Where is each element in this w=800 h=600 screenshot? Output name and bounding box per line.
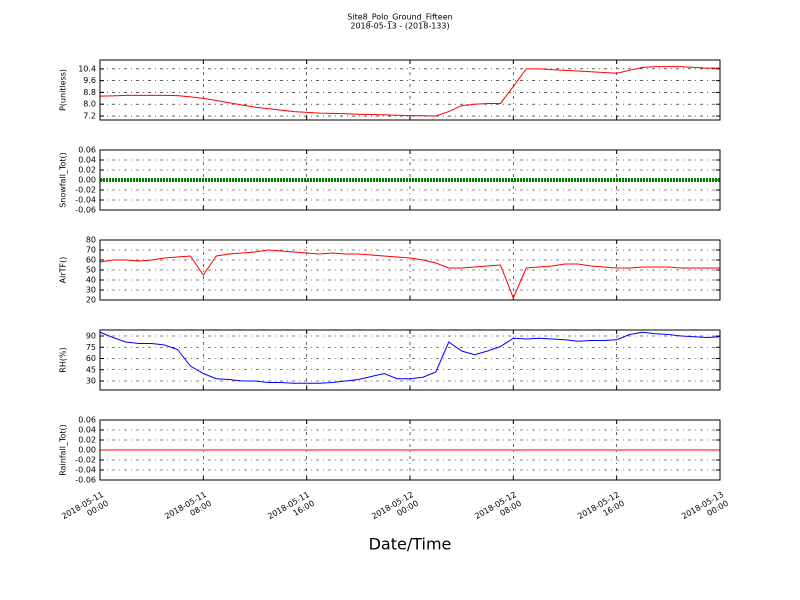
y-tick-label: -0.04 [75, 196, 96, 205]
y-tick-label: 0.06 [78, 146, 96, 155]
y-tick-label: 30 [86, 286, 96, 295]
y-axis-label: Rainfall_Tot() [59, 424, 68, 476]
y-tick-label: 8.0 [83, 100, 96, 109]
y-tick-label: 30 [86, 377, 96, 386]
axes-frame [99, 239, 721, 301]
y-tick-label: 7.2 [83, 112, 96, 121]
y-axis-label: RH(%) [59, 347, 68, 372]
y-tick-label: 40 [86, 276, 96, 285]
y-tick-label: 60 [86, 354, 96, 363]
y-tick-label: 80 [86, 236, 96, 245]
y-tick-label: 0.04 [78, 426, 96, 435]
y-tick-label: 0.00 [78, 446, 96, 455]
y-tick-label: 0.04 [78, 156, 96, 165]
y-tick-label: 0.02 [78, 166, 96, 175]
chart-title: Site8_Polo_Ground_Fifteen [347, 13, 452, 22]
y-tick-label: 20 [86, 296, 96, 305]
y-axis-label: Snowfall_Tot() [59, 152, 68, 208]
y-tick-label: 0.02 [78, 436, 96, 445]
y-tick-label: 8.8 [83, 88, 96, 97]
data-line [99, 331, 721, 384]
y-tick-label: 75 [86, 343, 96, 352]
data-line [99, 66, 720, 117]
y-axis-label: P(unitless) [59, 69, 68, 111]
y-tick-label: 90 [86, 332, 96, 341]
y-tick-label: -0.02 [75, 186, 96, 195]
y-tick-label: 50 [86, 266, 96, 275]
axes-frame [99, 419, 721, 481]
y-tick-label: 0.06 [78, 416, 96, 425]
y-tick-label: 10.4 [78, 64, 96, 73]
axes-frame [99, 149, 721, 211]
y-tick-label: -0.06 [75, 476, 96, 485]
y-tick-label: 45 [86, 365, 96, 374]
y-tick-label: 60 [86, 256, 96, 265]
axes-frame [99, 59, 721, 121]
y-tick-label: -0.04 [75, 466, 96, 475]
x-axis-label: Date/Time [369, 535, 452, 554]
chart-subtitle: 2018-05-13 - (2018-133) [350, 22, 449, 31]
data-line [99, 249, 720, 300]
y-tick-label: -0.06 [75, 206, 96, 215]
y-tick-label: 9.6 [83, 76, 96, 85]
y-axis-label: AirTF() [59, 257, 68, 284]
axes-frame [99, 329, 721, 391]
y-tick-label: -0.02 [75, 456, 96, 465]
y-tick-label: 0.00 [78, 176, 96, 185]
y-tick-label: 70 [86, 246, 96, 255]
